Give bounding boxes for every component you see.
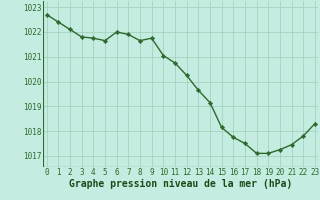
X-axis label: Graphe pression niveau de la mer (hPa): Graphe pression niveau de la mer (hPa)	[69, 179, 292, 189]
